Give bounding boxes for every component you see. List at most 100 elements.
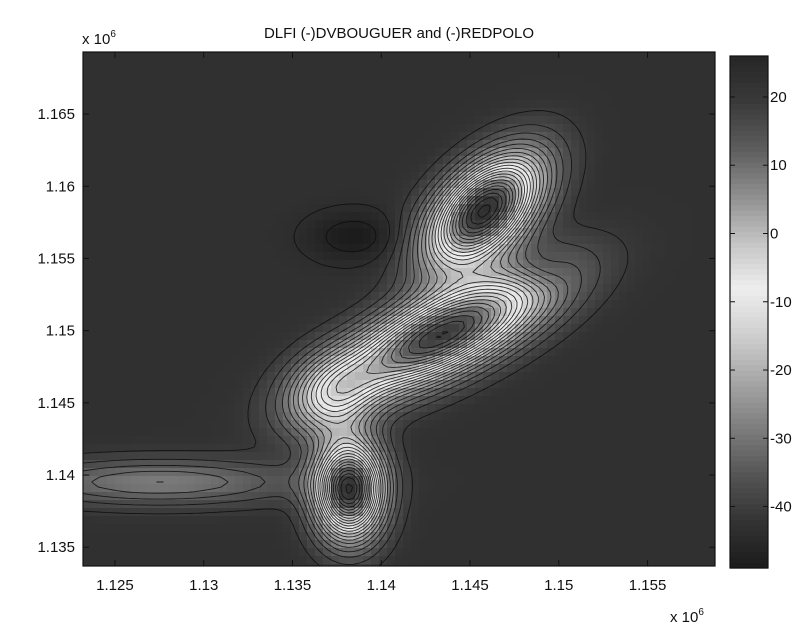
y-tick-label: 1.145 [37, 395, 75, 412]
colorbar-band [730, 259, 768, 265]
colorbar-band [730, 429, 768, 435]
colorbar-band [730, 221, 768, 227]
x-exponent-power: 6 [698, 607, 704, 618]
colorbar-band [730, 83, 768, 89]
y-tick-label: 1.14 [46, 467, 75, 484]
colorbar-band [730, 472, 768, 478]
x-tick-label: 1.145 [451, 577, 489, 594]
colorbar-band [730, 381, 768, 387]
colorbar-band [730, 509, 768, 515]
x-tick-label: 1.155 [629, 577, 667, 594]
colorbar-band [730, 285, 768, 291]
colorbar-band [730, 152, 768, 158]
colorbar-tick-label: 10 [770, 157, 787, 174]
colorbar-tick-label: -20 [770, 362, 792, 379]
colorbar-band [730, 541, 768, 547]
colorbar-band [730, 557, 768, 563]
colorbar-band [730, 515, 768, 521]
colorbar-band [730, 520, 768, 526]
colorbar-band [730, 136, 768, 142]
colorbar-tick-label: 20 [770, 89, 787, 106]
x-tick-label: 1.15 [544, 577, 573, 594]
colorbar-band [730, 403, 768, 409]
colorbar-band [730, 323, 768, 329]
y-tick-label: 1.155 [37, 250, 75, 267]
colorbar-band [730, 349, 768, 355]
colorbar-band [730, 216, 768, 222]
colorbar-band [730, 552, 768, 558]
colorbar-band [730, 99, 768, 105]
colorbar-band [730, 376, 768, 382]
colorbar-tick-label: 0 [770, 225, 778, 242]
colorbar-band [730, 333, 768, 339]
colorbar-band [730, 317, 768, 323]
colorbar-band [730, 248, 768, 254]
colorbar-band [730, 115, 768, 121]
colorbar-band [730, 77, 768, 83]
colorbar-band [730, 291, 768, 297]
colorbar-band [730, 483, 768, 489]
colorbar-band [730, 147, 768, 153]
colorbar-band [730, 173, 768, 179]
colorbar-band [730, 67, 768, 73]
colorbar-band [730, 227, 768, 233]
colorbar-band [730, 109, 768, 115]
colorbar-band [730, 477, 768, 483]
colorbar-band [730, 525, 768, 531]
colorbar-band [730, 120, 768, 126]
colorbar-band [730, 312, 768, 318]
colorbar-tick-label: -40 [770, 499, 792, 516]
colorbar-band [730, 269, 768, 275]
colorbar-band [730, 328, 768, 334]
colorbar-band [730, 445, 768, 451]
colorbar-band [730, 493, 768, 499]
colorbar-tick-label: -10 [770, 294, 792, 311]
colorbar-band [730, 88, 768, 94]
colorbar-band [730, 93, 768, 99]
x-tick-label: 1.125 [96, 577, 134, 594]
colorbar-band [730, 371, 768, 377]
colorbar-band [730, 179, 768, 185]
plot-area [83, 52, 716, 573]
colorbar-band [730, 360, 768, 366]
colorbar-band [730, 419, 768, 425]
colorbar-band [730, 243, 768, 249]
chart-title: DLFI (-)DVBOUGUER and (-)REDPOLO [264, 25, 534, 42]
colorbar-band [730, 232, 768, 238]
colorbar-band [730, 467, 768, 473]
colorbar-band [730, 61, 768, 67]
colorbar-band [730, 168, 768, 174]
y-tick-label: 1.135 [37, 539, 75, 556]
colorbar-band [730, 547, 768, 553]
y-tick-label: 1.15 [46, 323, 75, 340]
colorbar-band [730, 72, 768, 78]
colorbar-band [730, 275, 768, 281]
y-tick-label: 1.16 [46, 178, 75, 195]
colorbar-tick-label: -30 [770, 430, 792, 447]
colorbar-band [730, 184, 768, 190]
colorbar-band [730, 531, 768, 537]
colorbar-band [730, 56, 768, 62]
colorbar-band [730, 365, 768, 371]
colorbar-band [730, 163, 768, 169]
colorbar-band [730, 141, 768, 147]
colorbar-band [730, 301, 768, 307]
colorbar-band [730, 344, 768, 350]
colorbar-band [730, 435, 768, 441]
x-tick-label: 1.135 [274, 577, 312, 594]
colorbar-band [730, 280, 768, 286]
colorbar-band [730, 205, 768, 211]
y-tick-label: 1.165 [37, 106, 75, 123]
colorbar-band [730, 195, 768, 201]
x-tick-label: 1.13 [189, 577, 218, 594]
colorbar-band [730, 339, 768, 345]
colorbar-band [730, 387, 768, 393]
colorbar-band [730, 440, 768, 446]
colorbar-band [730, 104, 768, 110]
colorbar-band [730, 125, 768, 131]
colorbar-band [730, 504, 768, 510]
colorbar-band [730, 488, 768, 494]
colorbar-band [730, 408, 768, 414]
